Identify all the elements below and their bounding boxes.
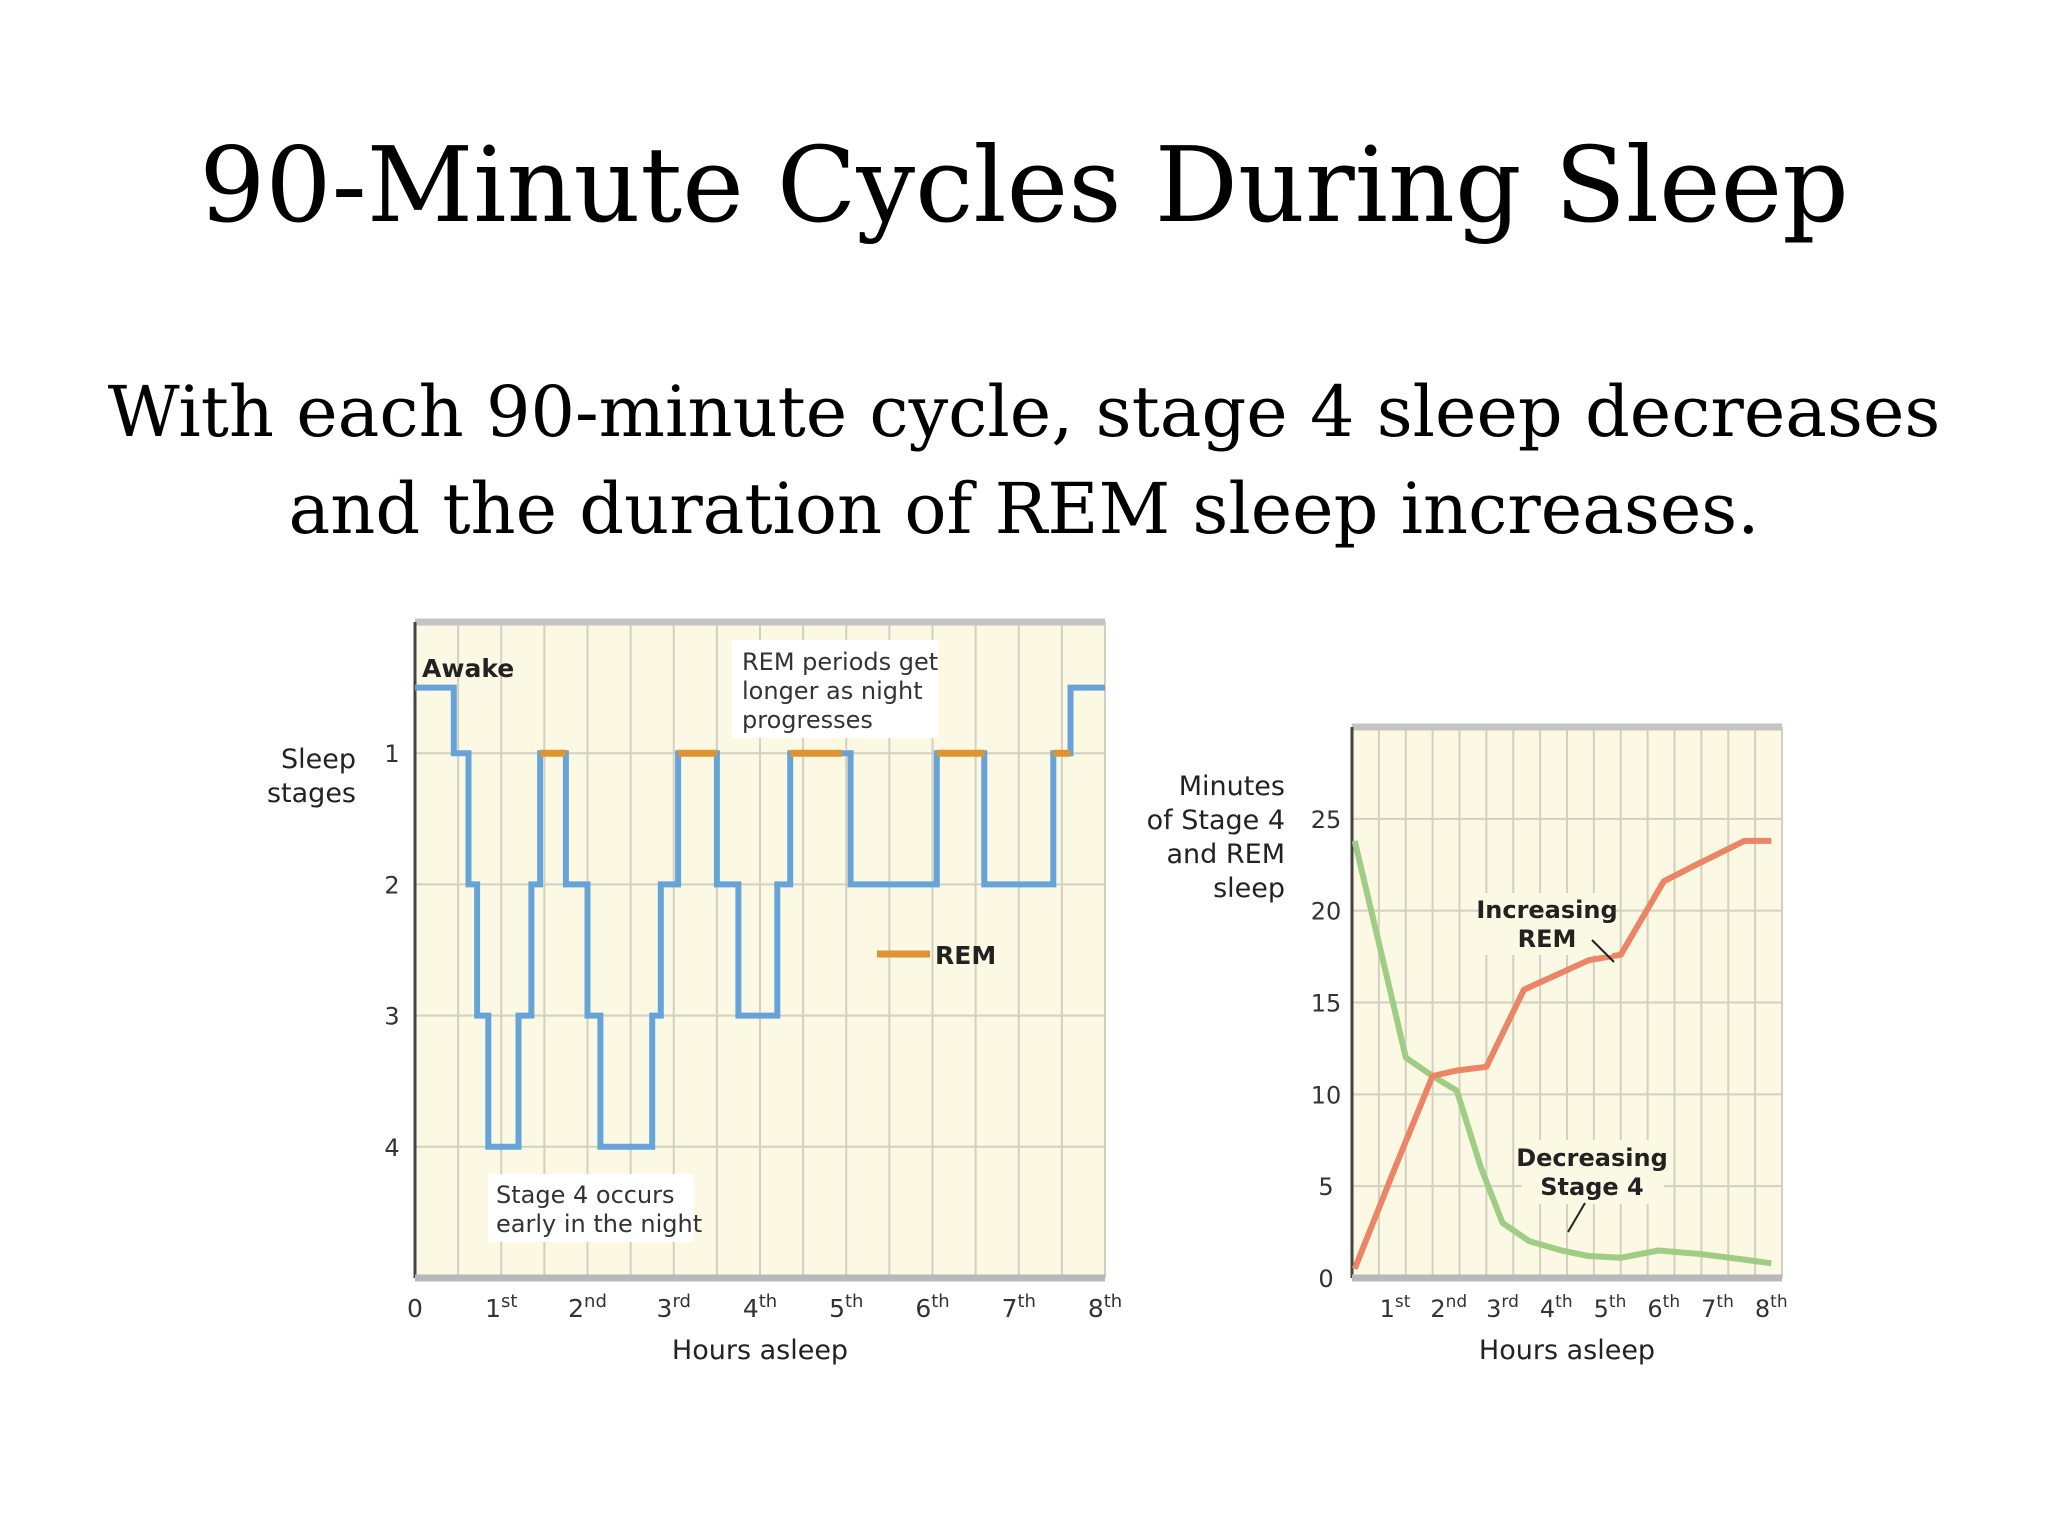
rem-note-text: longer as night xyxy=(742,677,923,705)
x-tick-label: 7th xyxy=(1701,1292,1734,1323)
x-tick-label: 8th xyxy=(1755,1292,1788,1323)
x-tick-label: 4th xyxy=(743,1291,777,1324)
stage4-note-text: Stage 4 occurs xyxy=(496,1181,675,1209)
x-tick-label: 5th xyxy=(829,1291,863,1324)
x-tick-label: 0 xyxy=(407,1294,423,1323)
x-tick-label: 5th xyxy=(1594,1292,1627,1323)
rem-label-bg xyxy=(1482,893,1612,955)
rem-label-pointer xyxy=(1591,939,1615,963)
rem-series-label: REM xyxy=(1518,925,1577,953)
y-tick-label: 4 xyxy=(384,1134,399,1162)
x-axis-label: Hours asleep xyxy=(1479,1335,1655,1366)
y-tick-label: 2 xyxy=(384,871,399,899)
y-axis-label: sleep xyxy=(1213,873,1285,904)
slide-subtitle: With each 90-minute cycle, stage 4 sleep… xyxy=(0,364,2048,558)
y-tick-label: 1 xyxy=(384,740,399,768)
y-axis-label: of Stage 4 xyxy=(1147,805,1285,836)
stage4-series-label: Stage 4 xyxy=(1540,1173,1643,1201)
rem-note-text: progresses xyxy=(742,706,873,734)
x-tick-label: 2nd xyxy=(568,1291,607,1324)
slide-title: 90-Minute Cycles During Sleep xyxy=(199,124,1849,246)
y-tick-label: 0 xyxy=(1318,1265,1333,1293)
y-axis-label: and REM xyxy=(1167,839,1286,870)
y-tick-label: 10 xyxy=(1311,1081,1342,1109)
x-tick-label: 6th xyxy=(1647,1292,1680,1323)
x-tick-label: 3rd xyxy=(657,1291,691,1324)
stage4-series-label: Decreasing xyxy=(1516,1144,1668,1172)
rem-note-text: REM periods get xyxy=(742,648,938,676)
rem-note-box xyxy=(732,640,938,738)
rem-series-label: Increasing xyxy=(1476,896,1617,924)
x-tick-label: 1st xyxy=(485,1291,517,1324)
y-axis-label: Sleep xyxy=(281,744,356,775)
stage4-label-bg xyxy=(1522,1140,1664,1204)
awake-label: Awake xyxy=(422,654,514,683)
x-tick-label: 2nd xyxy=(1430,1292,1467,1323)
subtitle-line-2: and the duration of REM sleep increases. xyxy=(288,468,1760,550)
rem-minutes-line xyxy=(1351,837,1772,1270)
y-axis-label: stages xyxy=(267,778,356,809)
stage4-note-text: early in the night xyxy=(496,1210,702,1238)
legend-rem-label: REM xyxy=(935,941,996,970)
x-tick-label: 7th xyxy=(1002,1291,1036,1324)
stage4-label-pointer xyxy=(1567,1202,1586,1233)
x-tick-label: 8th xyxy=(1088,1291,1122,1324)
subtitle-line-1: With each 90-minute cycle, stage 4 sleep… xyxy=(107,371,1941,453)
stage4-minutes-line xyxy=(1351,840,1772,1267)
stage4-note-box xyxy=(488,1174,694,1242)
y-tick-label: 15 xyxy=(1311,990,1342,1018)
sleep-stage-line xyxy=(415,684,1105,1150)
x-tick-label: 1st xyxy=(1380,1292,1411,1323)
x-tick-label: 4th xyxy=(1540,1292,1573,1323)
x-axis-label: Hours asleep xyxy=(672,1335,848,1366)
x-tick-label: 6th xyxy=(915,1291,949,1324)
y-tick-label: 3 xyxy=(384,1003,399,1031)
y-tick-label: 5 xyxy=(1318,1173,1333,1201)
y-tick-label: 20 xyxy=(1311,898,1342,926)
x-tick-label: 3rd xyxy=(1486,1292,1519,1323)
y-axis-label: Minutes xyxy=(1179,771,1285,802)
y-tick-label: 25 xyxy=(1311,806,1342,834)
